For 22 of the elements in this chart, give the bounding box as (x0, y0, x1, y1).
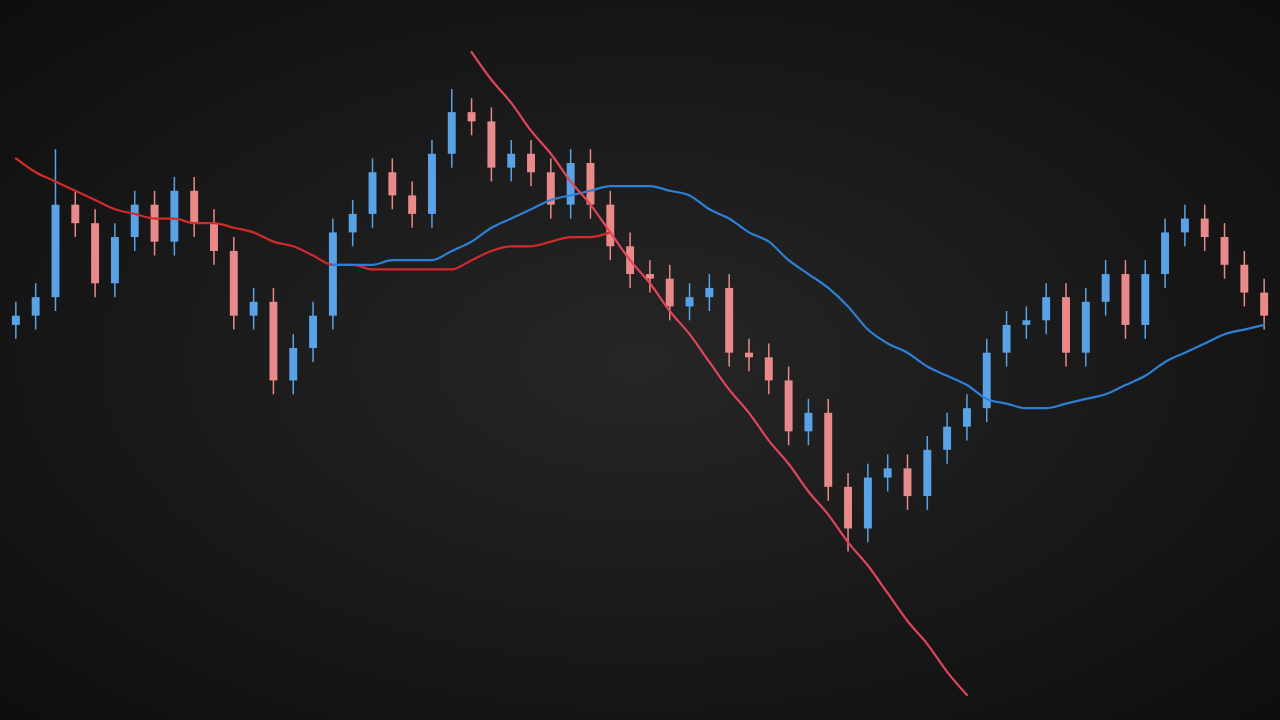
candlestick (31, 282, 40, 331)
candlestick (348, 199, 357, 248)
candlestick (1042, 282, 1051, 335)
candlestick (408, 180, 417, 229)
candlestick (804, 398, 813, 446)
candlestick (11, 301, 20, 340)
candlestick (1260, 277, 1269, 331)
candlestick (962, 393, 971, 442)
candlestick (467, 97, 476, 137)
candlestick (388, 157, 397, 211)
candlestick (883, 453, 892, 493)
candlestick (71, 190, 80, 238)
candlestick (249, 287, 258, 331)
candlestick (1200, 203, 1209, 252)
candlestick (527, 139, 535, 187)
candlestick (764, 342, 773, 396)
candlestick (1022, 305, 1031, 340)
candlestick (645, 259, 654, 294)
candlestick (507, 139, 516, 183)
candlestick (943, 412, 952, 465)
candlestick (705, 273, 714, 312)
candlestick (1180, 203, 1189, 248)
